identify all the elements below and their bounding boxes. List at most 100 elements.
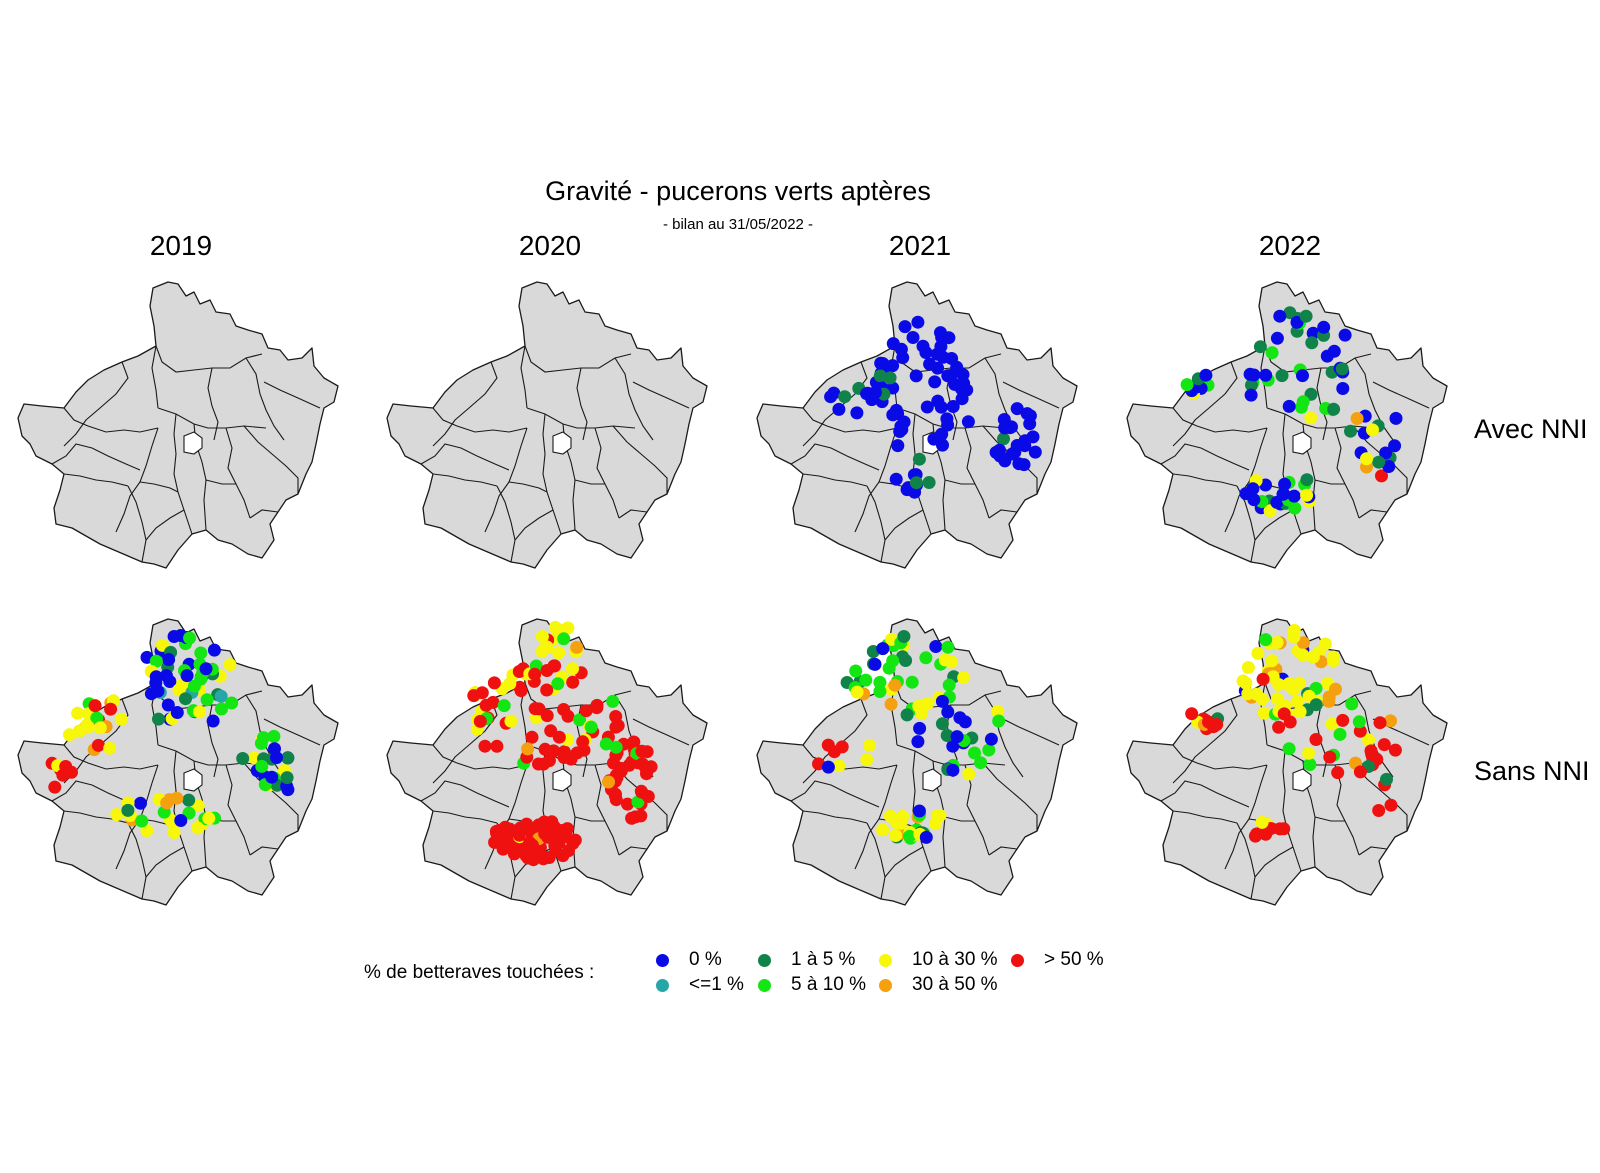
legend-label: <=1 %	[689, 974, 744, 995]
observation-point	[934, 326, 947, 340]
observation-point	[860, 753, 874, 767]
observation-point	[1318, 637, 1332, 651]
observation-point	[486, 695, 500, 709]
observation-point	[991, 704, 1005, 718]
department-border	[1254, 509, 1294, 541]
city-hole	[183, 431, 203, 455]
observation-point	[562, 844, 575, 858]
observation-point	[957, 671, 971, 685]
observation-point	[609, 710, 623, 723]
observation-point	[478, 739, 492, 753]
observation-point	[1331, 766, 1345, 780]
observation-point	[521, 742, 535, 756]
department-border	[432, 810, 498, 824]
observation-point	[868, 657, 882, 671]
observation-point	[1199, 368, 1213, 382]
observation-point	[1265, 346, 1279, 360]
observation-point	[566, 662, 579, 676]
department-border	[790, 780, 880, 808]
observation-point	[635, 785, 649, 799]
observation-point	[540, 683, 554, 697]
observation-point	[1388, 439, 1402, 453]
department-border	[420, 443, 510, 471]
year-label-2021: 2021	[888, 230, 952, 261]
department-border	[63, 744, 159, 770]
observation-point	[473, 714, 487, 728]
observation-point	[1360, 452, 1373, 466]
observation-point	[561, 621, 575, 635]
observation-point	[1317, 320, 1331, 334]
observation-point	[179, 692, 192, 706]
observation-point	[635, 757, 649, 771]
observation-point	[554, 828, 568, 842]
observation-point	[911, 315, 925, 329]
observation-point	[968, 746, 981, 760]
observation-point	[909, 476, 923, 490]
observation-point	[919, 651, 933, 665]
observation-point	[134, 796, 147, 810]
observation-point	[590, 698, 604, 712]
department-border	[632, 718, 690, 746]
department-border	[884, 846, 924, 878]
observation-point	[121, 803, 135, 817]
observation-point	[1247, 368, 1261, 382]
observation-point	[1306, 326, 1320, 340]
observation-point	[1309, 698, 1323, 712]
observation-point	[1293, 705, 1307, 719]
observation-point	[103, 741, 117, 755]
observation-point	[883, 371, 897, 385]
department-border	[432, 698, 498, 784]
observation-point	[504, 714, 518, 728]
department-border	[155, 345, 263, 373]
department-border	[1254, 846, 1294, 878]
observation-point	[1326, 650, 1340, 664]
observation-point	[1239, 487, 1253, 501]
observation-point	[1305, 336, 1319, 350]
observation-point	[1282, 742, 1296, 756]
legend-label: 30 à 50 %	[912, 974, 998, 995]
observation-point	[1287, 630, 1301, 644]
observation-point	[929, 640, 943, 653]
observation-point	[940, 412, 954, 426]
department-border	[594, 764, 620, 856]
observation-point	[1333, 727, 1347, 741]
observation-point	[1287, 489, 1301, 503]
department-border	[964, 427, 990, 519]
observation-point	[1278, 477, 1292, 491]
map-svg	[756, 281, 1078, 569]
observation-point	[984, 732, 998, 746]
observation-point	[1296, 369, 1309, 383]
row-label-sans-nni: Sans NNI	[1474, 756, 1590, 786]
observation-point	[961, 415, 975, 429]
department-border	[1334, 427, 1360, 519]
observation-point	[958, 715, 972, 729]
city-hole	[922, 768, 942, 792]
observation-point	[91, 738, 105, 752]
observation-point	[1309, 733, 1323, 746]
observation-point	[557, 703, 571, 716]
department-border	[243, 425, 299, 494]
observation-point	[997, 432, 1010, 446]
observation-point	[873, 675, 887, 689]
observation-point	[525, 730, 539, 744]
observation-point	[821, 738, 835, 752]
observation-point	[1255, 815, 1269, 829]
department-border	[432, 407, 528, 433]
observation-point	[1300, 473, 1314, 487]
observation-point	[514, 684, 528, 698]
map-2021-sans-nni	[755, 615, 1085, 915]
region-outline	[756, 281, 1078, 569]
legend-label: > 50 %	[1044, 949, 1104, 970]
department-border	[1314, 816, 1345, 822]
department-border	[612, 425, 668, 494]
observation-point	[576, 735, 590, 749]
observation-point	[876, 642, 890, 656]
observation-point	[1010, 402, 1024, 416]
observation-point	[1325, 717, 1339, 731]
observation-point	[957, 376, 971, 390]
observation-point	[861, 386, 875, 400]
map-svg	[17, 281, 339, 569]
legend-item-5: 30 à 50 %	[879, 974, 998, 996]
observation-point	[889, 472, 903, 486]
observation-point	[1290, 315, 1304, 329]
